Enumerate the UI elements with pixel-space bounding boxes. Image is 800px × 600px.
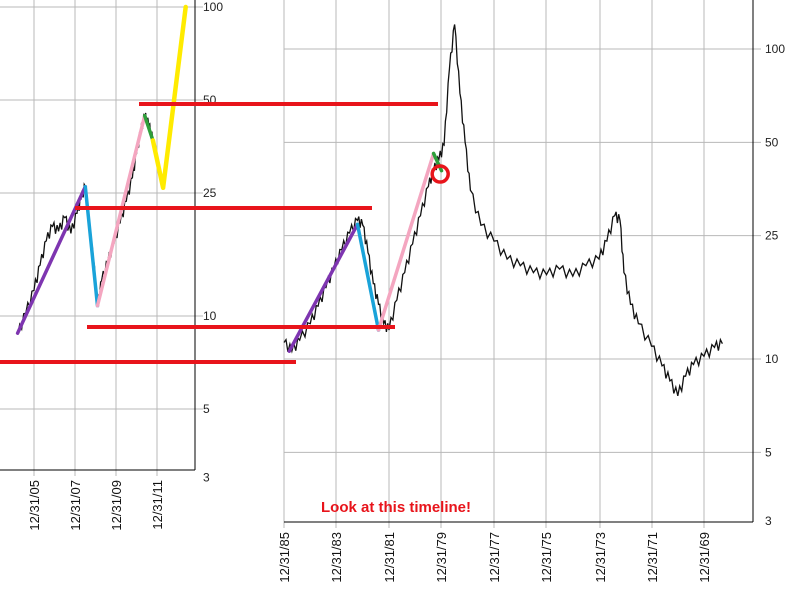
- y-tick-label: 100: [203, 0, 223, 14]
- x-tick-label: 12/31/07: [68, 480, 83, 531]
- y-tick-label: 25: [203, 186, 217, 200]
- x-tick-label: 12/31/73: [593, 532, 608, 583]
- red-circle-marker: [430, 164, 450, 184]
- purple-rise-line: [15, 184, 88, 335]
- left-gridlines: [0, 0, 203, 476]
- y-tick-label: 25: [765, 229, 779, 243]
- red-level-lines: [0, 102, 438, 364]
- x-tick-label: 12/31/85: [277, 532, 292, 583]
- x-tick-label: 12/31/71: [645, 532, 660, 583]
- y-tick-label: 3: [765, 514, 772, 528]
- right-overlay-lines: [287, 151, 444, 353]
- green-drop-line: [431, 151, 444, 173]
- x-tick-label: 12/31/79: [434, 532, 449, 583]
- x-tick-label: 12/31/77: [487, 532, 502, 583]
- right-price-series: [283, 24, 723, 397]
- green-drop-line: [142, 113, 155, 143]
- y-tick-label: 100: [765, 42, 785, 56]
- y-tick-label: 10: [203, 309, 217, 323]
- x-tick-label: 12/31/69: [697, 532, 712, 583]
- left-x-tick-labels: 12/31/05 12/31/07 12/31/09 12/31/11: [27, 480, 165, 531]
- pink-rise-line: [95, 113, 147, 308]
- x-tick-label: 12/31/81: [382, 532, 397, 583]
- right-y-tick-labels: 100 50 25 10 5 3: [765, 42, 785, 528]
- purple-rise-line: [287, 222, 360, 353]
- x-tick-label: 12/31/11: [150, 480, 165, 530]
- x-tick-label: 12/31/05: [27, 480, 42, 531]
- y-tick-label: 10: [765, 352, 779, 366]
- x-tick-label: 12/31/09: [109, 480, 124, 531]
- right-gridlines: [283, 0, 761, 528]
- right-x-tick-labels: 12/31/85 12/31/83 12/31/81 12/31/79 12/31/77…: [277, 532, 712, 583]
- timeline-annotation: Look at this timeline!: [321, 499, 471, 516]
- x-tick-label: 12/31/83: [329, 532, 344, 583]
- x-tick-label: 12/31/75: [539, 532, 554, 583]
- pink-rise-line: [376, 151, 436, 332]
- price-line: [283, 24, 723, 397]
- y-tick-label: 5: [765, 445, 772, 459]
- y-tick-label: 5: [203, 402, 210, 416]
- yellow-projection-line: [150, 4, 188, 191]
- y-tick-label: 3: [203, 471, 210, 485]
- blue-drop-line: [355, 222, 381, 332]
- y-tick-label: 50: [765, 135, 779, 149]
